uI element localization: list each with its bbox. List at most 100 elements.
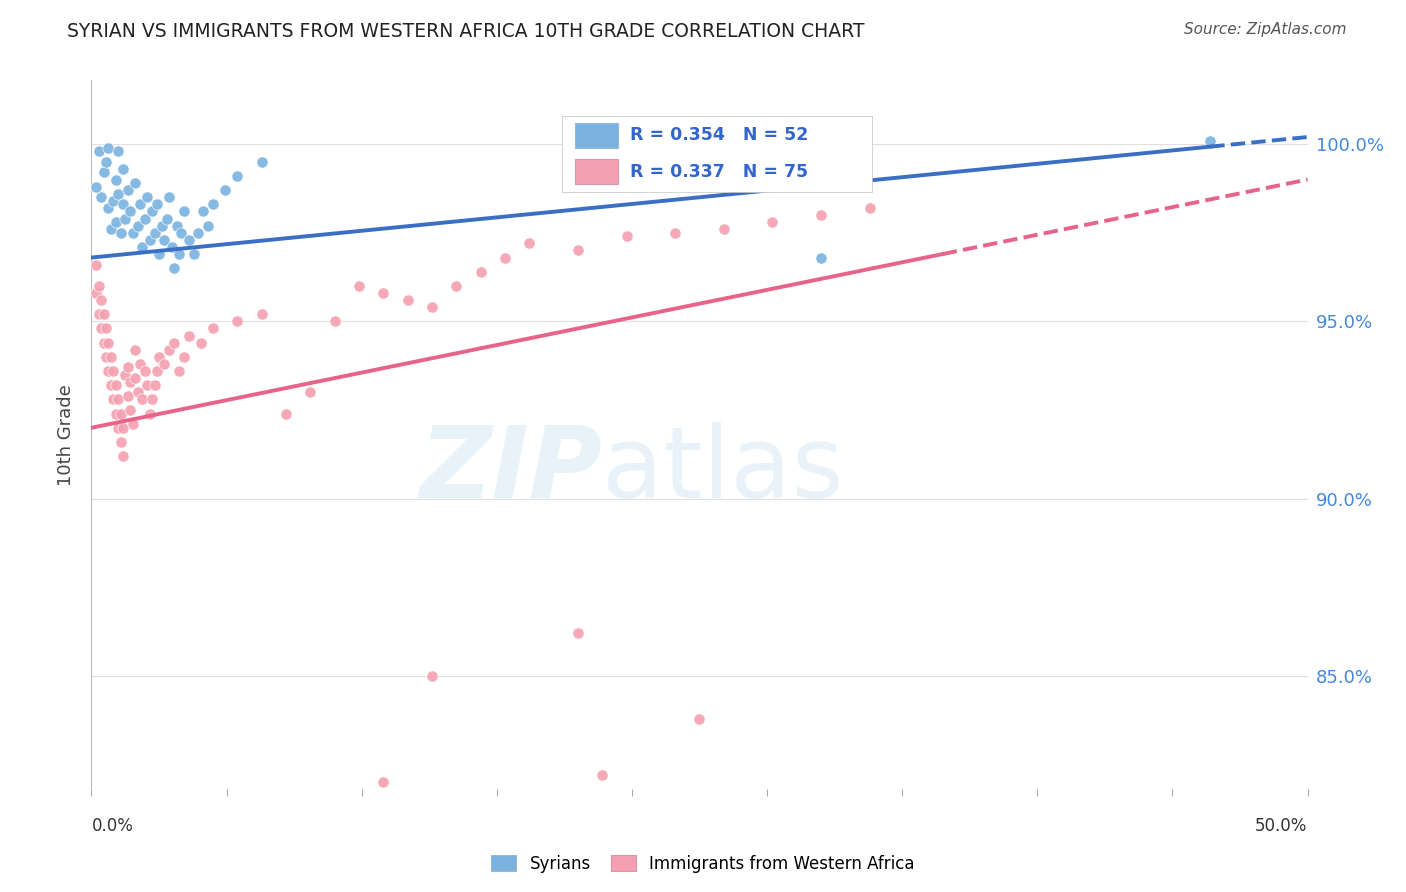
Point	[420, 669, 443, 683]
Point	[110, 407, 132, 421]
Point	[90, 190, 112, 204]
Point	[103, 194, 125, 208]
Bar	[575, 123, 619, 148]
Point	[114, 211, 136, 226]
Point	[567, 626, 589, 640]
Point	[121, 226, 143, 240]
Point	[111, 161, 134, 176]
Point	[103, 364, 125, 378]
Point	[90, 293, 112, 307]
Point	[323, 314, 346, 328]
Point	[373, 286, 395, 301]
Point	[97, 141, 120, 155]
Text: R = 0.354   N = 52: R = 0.354 N = 52	[630, 127, 808, 145]
Point	[153, 233, 176, 247]
Text: Source: ZipAtlas.com: Source: ZipAtlas.com	[1184, 22, 1347, 37]
Point	[114, 368, 136, 382]
Point	[121, 417, 143, 432]
Point	[134, 211, 156, 226]
Point	[97, 201, 120, 215]
Point	[157, 343, 180, 357]
Point	[100, 350, 122, 364]
Point	[117, 360, 139, 375]
Point	[202, 321, 225, 335]
Point	[100, 378, 122, 392]
Point	[347, 279, 370, 293]
Point	[107, 186, 129, 201]
Point	[250, 307, 273, 321]
Point	[163, 335, 186, 350]
Point	[84, 286, 107, 301]
Point	[167, 247, 190, 261]
Point	[94, 350, 117, 364]
Point	[166, 219, 188, 233]
Point	[84, 179, 107, 194]
Point	[97, 364, 120, 378]
Bar	[575, 159, 619, 185]
Point	[146, 364, 169, 378]
Point	[226, 169, 249, 183]
Point	[107, 144, 129, 159]
Point	[148, 247, 170, 261]
Point	[103, 392, 125, 407]
Point	[190, 335, 212, 350]
Point	[139, 233, 162, 247]
Point	[197, 219, 219, 233]
Point	[124, 343, 146, 357]
Point	[517, 236, 540, 251]
Point	[104, 407, 127, 421]
Point	[226, 314, 249, 328]
Point	[143, 226, 166, 240]
Point	[713, 222, 735, 236]
Point	[120, 204, 142, 219]
Point	[160, 240, 183, 254]
Point	[136, 190, 159, 204]
Point	[1199, 134, 1222, 148]
Point	[110, 226, 132, 240]
Point	[250, 154, 273, 169]
Point	[124, 176, 146, 190]
Point	[93, 165, 115, 179]
Text: 50.0%: 50.0%	[1256, 817, 1308, 835]
Point	[373, 775, 395, 789]
Point	[87, 144, 110, 159]
Point	[117, 389, 139, 403]
Point	[129, 197, 152, 211]
Point	[183, 247, 205, 261]
Point	[187, 226, 209, 240]
Point	[127, 385, 149, 400]
Point	[177, 233, 200, 247]
Point	[134, 364, 156, 378]
Point	[148, 350, 170, 364]
Point	[129, 357, 152, 371]
Point	[810, 251, 832, 265]
Point	[567, 244, 589, 258]
Point	[131, 392, 153, 407]
Point	[93, 335, 115, 350]
Point	[396, 293, 419, 307]
Point	[616, 229, 638, 244]
Point	[111, 449, 134, 463]
Point	[100, 222, 122, 236]
Point	[107, 421, 129, 435]
Text: atlas: atlas	[602, 422, 844, 519]
Point	[94, 154, 117, 169]
Point	[420, 300, 443, 314]
Point	[93, 307, 115, 321]
Point	[202, 197, 225, 211]
Point	[156, 211, 179, 226]
Point	[90, 321, 112, 335]
Legend: Syrians, Immigrants from Western Africa: Syrians, Immigrants from Western Africa	[485, 848, 921, 880]
Text: SYRIAN VS IMMIGRANTS FROM WESTERN AFRICA 10TH GRADE CORRELATION CHART: SYRIAN VS IMMIGRANTS FROM WESTERN AFRICA…	[67, 22, 865, 41]
Text: R = 0.337   N = 75: R = 0.337 N = 75	[630, 162, 808, 181]
Point	[170, 226, 193, 240]
Point	[111, 197, 134, 211]
Point	[136, 378, 159, 392]
Point	[84, 258, 107, 272]
Point	[141, 204, 163, 219]
Point	[87, 279, 110, 293]
Point	[139, 407, 162, 421]
Point	[110, 434, 132, 449]
Point	[167, 364, 190, 378]
Point	[141, 392, 163, 407]
